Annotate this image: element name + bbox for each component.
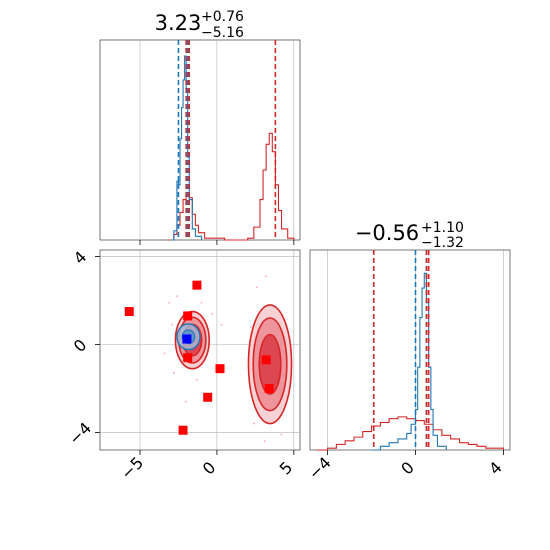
panel-b-red-marker	[183, 311, 193, 321]
panel-b-sample-point	[263, 440, 266, 443]
panel-b-tick-label-y: 4	[70, 247, 91, 268]
panel-b-red-marker	[178, 425, 188, 435]
panel-b-red-marker	[215, 364, 225, 374]
panel-param1-histogram	[99, 39, 301, 245]
panel-a-frame	[99, 39, 301, 241]
panel-b-sample-point	[256, 286, 258, 289]
panel-b-sample-point	[185, 400, 188, 403]
param2-title-minus: −1.32	[421, 235, 464, 251]
panel-b-tick-label-y: 0	[70, 335, 91, 356]
panel-c-tick-label-x: 0	[397, 458, 418, 479]
panel-b-sample-point	[163, 352, 166, 355]
panel-c-red-histogram	[316, 416, 504, 451]
panel-b-tick-label-x: 0	[199, 458, 220, 479]
panel-b-sample-point	[172, 372, 175, 374]
panel-b-sample-point	[280, 433, 283, 436]
param2-title-value: −0.56	[355, 221, 419, 245]
panel-b-red-marker	[261, 355, 271, 365]
param1-title-minus: −5.16	[201, 25, 244, 41]
panel-c-tick-label-x: −4	[305, 453, 335, 483]
panel-b-blue-marker	[182, 334, 192, 344]
panel-b-sample-point	[200, 301, 203, 304]
param2-title-plus: +1.10	[421, 220, 464, 236]
panel-b-sample-point	[265, 275, 268, 278]
panel-b-red-marker	[264, 383, 274, 393]
param1-title-plus: +0.76	[201, 9, 244, 25]
panel-b-sample-point	[249, 326, 252, 328]
panel-b-sample-point	[168, 301, 171, 304]
panel-b-sample-point	[220, 323, 223, 326]
panel-param2-histogram: −4 0 4	[305, 249, 511, 483]
panel-b-sample-point	[211, 312, 214, 315]
panel-c-tick-label-x: 4	[485, 458, 506, 479]
panel-a-blue-histogram	[170, 55, 203, 241]
param1-title-value: 3.23	[155, 11, 202, 35]
panel-b-tick-label-y: −4	[65, 418, 95, 448]
panel-b-sample-point	[252, 422, 255, 425]
panel-c-blue-histogram	[371, 272, 447, 451]
panel-a-red-histogram	[167, 132, 295, 241]
panel-b-sample-point	[176, 295, 178, 298]
panel-b-frame	[99, 249, 301, 451]
panel-b-tick-label-x: 5	[276, 458, 297, 479]
panel-b-red-marker	[183, 353, 193, 363]
panel-b-red-marker	[192, 280, 202, 290]
panel-b-sample-point	[171, 323, 174, 326]
panel-b-tick-label-x: −5	[117, 453, 147, 483]
panel-c-frame	[309, 249, 511, 451]
panel-b-red-marker	[124, 307, 134, 317]
panel-param1-vs-param2-2d: −5 0 5 −4 0 4	[65, 247, 301, 483]
panel-b-red-marker	[203, 392, 213, 402]
panel-b-sample-point	[196, 378, 198, 381]
